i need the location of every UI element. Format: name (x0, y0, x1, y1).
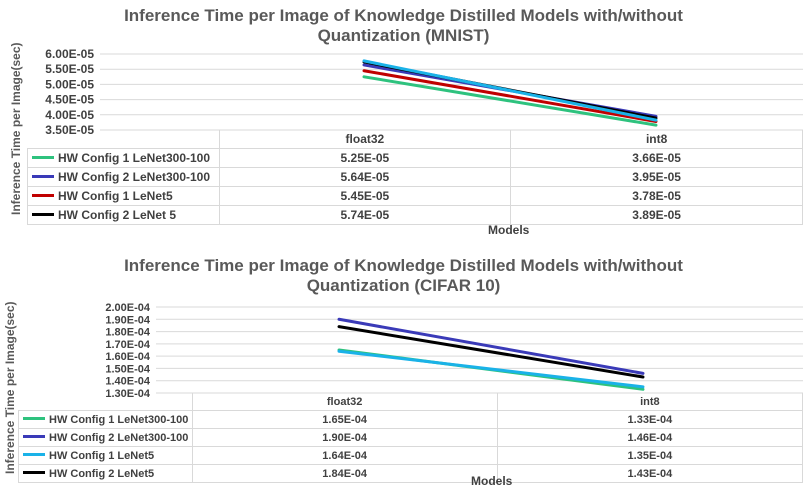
y-tick-label: 6.00E-05 (45, 47, 94, 61)
data-value: 3.66E-05 (510, 148, 803, 168)
table-row: HW Config 1 LeNet5 5.45E-05 3.78E-05 (27, 186, 803, 206)
table-row: HW Config 2 LeNet 5 5.74E-05 3.89E-05 (27, 205, 803, 225)
y-tick-label: 5.00E-05 (45, 77, 94, 91)
legend-key (23, 435, 45, 439)
chart-title: Inference Time per Image of Knowledge Di… (0, 256, 807, 296)
data-value: 1.64E-04 (191, 446, 498, 465)
y-tick-label: 4.00E-05 (45, 108, 94, 122)
legend-entry: HW Config 2 LeNet5 (18, 464, 193, 483)
y-tick-label: 4.50E-05 (45, 93, 94, 107)
series-line-1 (362, 75, 658, 127)
series-line-2 (337, 317, 645, 375)
series-name: HW Config 1 LeNet5 (58, 189, 173, 203)
y-tick-label: 1.90E-04 (105, 314, 151, 326)
legend-entry: HW Config 1 LeNet300-100 (18, 410, 193, 429)
x-axis-label: Models (471, 474, 513, 488)
table-corner (19, 393, 193, 411)
y-tick-label: 1.80E-04 (105, 327, 151, 339)
y-tick-label: 1.50E-04 (105, 363, 151, 375)
table-row: HW Config 1 LeNet300-100 1.65E-04 1.33E-04 (18, 410, 804, 429)
data-value: 1.35E-04 (496, 446, 804, 465)
data-value: 1.46E-04 (496, 428, 804, 447)
legend-entry: HW Config 2 LeNet300-100 (27, 167, 220, 187)
category-header: int8 (496, 393, 804, 411)
chart-title-line2: Quantization (MNIST) (317, 26, 490, 45)
series-line-3 (362, 69, 658, 123)
data-value: 3.89E-05 (510, 205, 803, 225)
series-name: HW Config 2 LeNet300-100 (58, 170, 211, 184)
series-name: HW Config 1 LeNet5 (49, 449, 155, 462)
y-tick-label: 3.50E-05 (45, 123, 94, 137)
series-name: HW Config 1 LeNet300-100 (49, 413, 189, 426)
legend-entry: HW Config 2 LeNet 5 (27, 205, 220, 225)
series-line-3 (337, 349, 645, 389)
legend-key (32, 194, 54, 198)
chart-title: Inference Time per Image of Knowledge Di… (0, 6, 807, 46)
series-name: HW Config 2 LeNet300-100 (49, 431, 189, 444)
legend-entry: HW Config 1 LeNet5 (27, 186, 220, 206)
chart-title-line1: Inference Time per Image of Knowledge Di… (124, 256, 683, 275)
y-tick-label: 1.70E-04 (105, 339, 151, 351)
y-tick-label: 1.60E-04 (105, 351, 151, 363)
chart-title-line1: Inference Time per Image of Knowledge Di… (124, 6, 683, 25)
y-tick-label: 2.00E-04 (105, 302, 151, 314)
table-row: HW Config 1 LeNet5 1.64E-04 1.35E-04 (18, 446, 804, 465)
y-tick-label: 1.30E-04 (105, 388, 151, 400)
category-header: float32 (191, 393, 498, 411)
legend-entry: HW Config 1 LeNet5 (18, 446, 193, 465)
y-tick-label: 1.40E-04 (105, 376, 151, 388)
table-header-row: float32 int8 (28, 130, 803, 149)
series-name: HW Config 1 LeNet300-100 (58, 151, 211, 165)
data-value: 1.90E-04 (191, 428, 498, 447)
legend-key (23, 453, 45, 457)
table-row: HW Config 2 LeNet300-100 1.90E-04 1.46E-04 (18, 428, 804, 447)
data-value: 1.84E-04 (191, 464, 498, 483)
y-tick-label: 5.50E-05 (45, 62, 94, 76)
legend-key (23, 471, 45, 475)
data-value: 1.43E-04 (496, 464, 804, 483)
table-row: HW Config 2 LeNet300-100 5.64E-05 3.95E-05 (27, 167, 803, 187)
chart-title-line2: Quantization (CIFAR 10) (306, 276, 501, 295)
legend-key (32, 156, 54, 160)
series-line-highlight (362, 59, 658, 122)
table-row: HW Config 2 LeNet5 1.84E-04 1.43E-04 (18, 464, 804, 483)
category-header: int8 (510, 130, 803, 149)
table-row: HW Config 1 LeNet300-100 5.25E-05 3.66E-05 (27, 148, 803, 168)
data-value: 1.33E-04 (496, 410, 804, 429)
legend-entry: HW Config 2 LeNet300-100 (18, 428, 193, 447)
data-table: float32 int8 HW Config 1 LeNet300-100 5.25E… (27, 130, 803, 225)
series-line-4 (337, 325, 645, 379)
data-table: float32 int8 HW Config 1 LeNet300-100 1.65E… (18, 393, 804, 483)
legend-key (32, 213, 54, 217)
data-value: 1.65E-04 (191, 410, 498, 429)
x-axis-label: Models (488, 223, 530, 237)
legend-key (23, 417, 45, 421)
legend-key (32, 175, 54, 179)
series-name: HW Config 2 LeNet 5 (58, 208, 177, 222)
table-header-row: float32 int8 (19, 393, 804, 411)
series-name: HW Config 2 LeNet5 (49, 467, 155, 480)
